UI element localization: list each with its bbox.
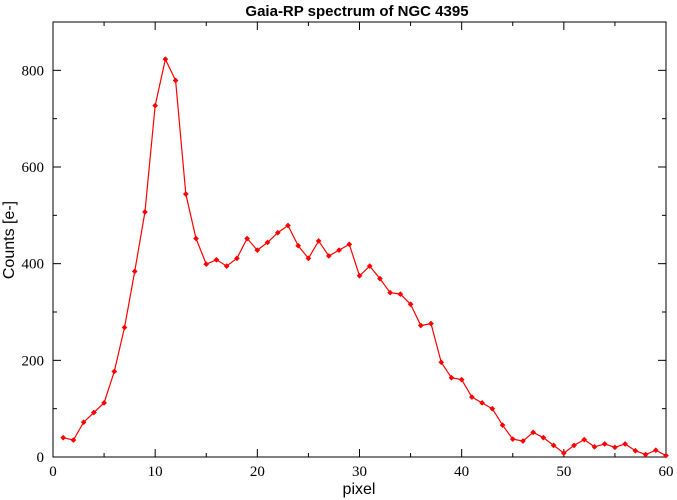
data-point [499,422,506,429]
data-point [581,436,588,443]
data-point [295,242,302,249]
data-point [428,320,434,327]
data-point [254,247,261,254]
x-tick-label: 50 [556,464,571,480]
y-tick-label: 600 [22,160,45,176]
data-point [417,322,424,329]
data-point [376,275,383,282]
data-point [387,289,394,296]
data-point [131,268,138,275]
data-point [111,368,118,375]
y-tick-label: 200 [22,353,45,369]
data-point [571,442,578,449]
data-point [80,419,87,426]
data-point [366,263,373,270]
series-line [63,57,667,457]
data-point [141,208,148,215]
y-tick-label: 800 [22,63,45,79]
data-point [193,235,199,242]
chart-title: Gaia-RP spectrum of NGC 4395 [245,3,468,20]
x-tick-label: 60 [659,464,674,480]
x-tick-label: 40 [454,464,469,480]
data-point [663,452,669,459]
y-tick-label: 0 [37,450,45,466]
data-point [152,102,159,109]
data-point [652,447,659,454]
data-point [642,451,649,458]
x-tick-label: 10 [148,464,163,480]
data-point [540,434,547,441]
x-tick-label: 20 [250,464,265,480]
data-point [509,436,516,443]
data-point [70,437,77,444]
data-point [233,255,240,262]
data-point [182,191,189,198]
data-point [560,450,567,457]
data-point [203,261,210,268]
y-tick-label: 400 [22,257,45,273]
data-point [121,324,128,331]
data-point [407,301,414,308]
data-point [264,239,271,246]
data-point [274,229,281,236]
data-point [611,444,618,451]
data-point [468,394,475,401]
data-point [591,443,598,450]
x-tick-labels: 0 10 20 30 40 50 60 [49,464,673,480]
data-point [622,440,629,447]
data-point [448,374,455,381]
plot-frame [52,21,667,458]
data-point [315,237,322,244]
data-point [336,247,343,254]
axis-ticks [52,22,667,458]
x-tick-label: 0 [49,464,57,480]
data-point [162,56,169,63]
data-point [489,405,496,412]
x-tick-label: 30 [352,464,367,480]
data-point [223,263,230,270]
data-point [90,409,97,416]
data-point [213,256,220,263]
data-point [520,438,526,445]
data-point [550,442,557,449]
data-point [172,77,179,84]
data-point [285,222,291,229]
data-point [305,255,312,262]
data-point [601,440,608,447]
data-point [356,272,363,279]
data-point [244,235,251,242]
data-point [479,399,486,406]
series-group [60,56,669,459]
data-point [458,376,465,383]
data-point [632,447,639,454]
data-point [530,429,537,436]
y-axis-label: Counts [e-] [1,201,18,279]
x-axis-label: pixel [343,481,376,498]
data-point [101,399,108,406]
data-point [397,291,404,298]
data-point [346,241,353,248]
data-point [325,252,332,259]
data-point [60,434,67,441]
data-point [438,359,445,366]
y-tick-labels: 0 200 400 600 800 [22,63,45,466]
